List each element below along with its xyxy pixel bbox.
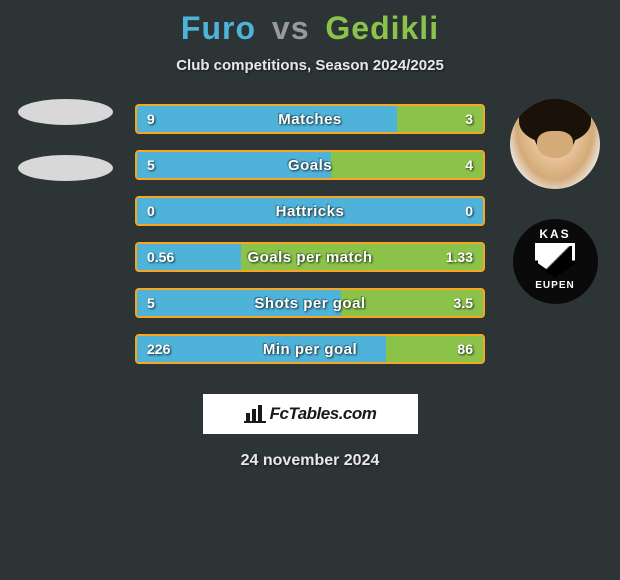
stat-label: Hattricks [137, 198, 483, 224]
stat-row: 226Min per goal86 [135, 334, 485, 364]
stat-value-player2: 4 [465, 152, 473, 178]
stat-label: Matches [137, 106, 483, 132]
badge-top-text: KAS [539, 227, 570, 241]
stat-value-player2: 86 [457, 336, 473, 362]
subtitle: Club competitions, Season 2024/2025 [0, 57, 620, 74]
stat-value-player2: 1.33 [446, 244, 473, 270]
player1-name: Furo [181, 10, 256, 46]
player2-photo [510, 99, 600, 189]
player2-avatars: KAS EUPEN [500, 99, 610, 304]
stat-label: Goals per match [137, 244, 483, 270]
comparison-title: Furo vs Gedikli [0, 0, 620, 47]
stat-value-player2: 0 [465, 198, 473, 224]
player2-name: Gedikli [325, 10, 439, 46]
stat-label: Goals [137, 152, 483, 178]
chart-icon [244, 405, 266, 423]
stat-value-player2: 3.5 [454, 290, 473, 316]
player1-club-silhouette [18, 155, 113, 181]
stat-bars: 9Matches3 5Goals4 0Hattricks0 0.56Goals per… [135, 104, 485, 380]
badge-bottom-text: EUPEN [535, 280, 574, 291]
stat-row: 0Hattricks0 [135, 196, 485, 226]
vs-separator: vs [272, 10, 310, 46]
comparison-content: KAS EUPEN 9Matches3 5Goals4 0Hattricks0 0.5… [0, 99, 620, 379]
stat-label: Shots per goal [137, 290, 483, 316]
watermark-text: FcTables.com [270, 404, 377, 424]
stat-row: 5Shots per goal3.5 [135, 288, 485, 318]
player2-club-badge: KAS EUPEN [513, 219, 598, 304]
date-label: 24 november 2024 [0, 452, 620, 470]
stat-row: 5Goals4 [135, 150, 485, 180]
watermark: FcTables.com [203, 394, 418, 434]
badge-shield-icon [535, 243, 575, 278]
stat-row: 0.56Goals per match1.33 [135, 242, 485, 272]
stat-value-player2: 3 [465, 106, 473, 132]
stat-row: 9Matches3 [135, 104, 485, 134]
player1-silhouette [18, 99, 113, 125]
player1-avatars [10, 99, 120, 181]
stat-label: Min per goal [137, 336, 483, 362]
